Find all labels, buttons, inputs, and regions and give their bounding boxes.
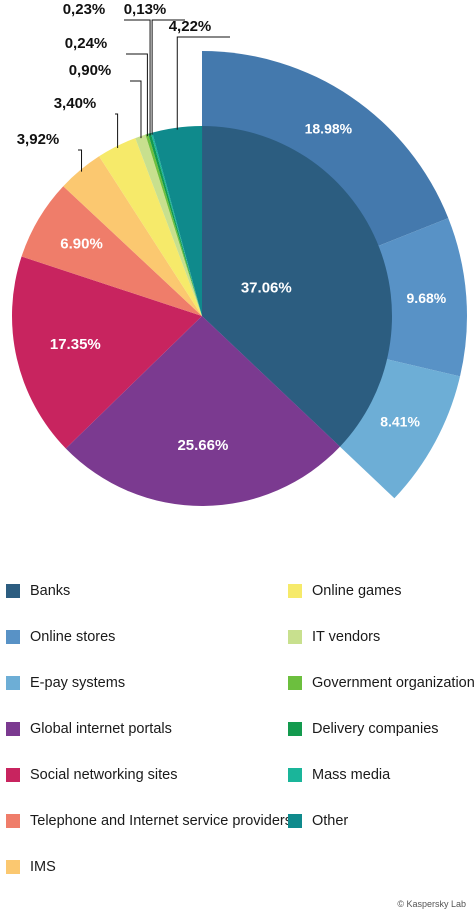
callout-label-government-organizations: 0,24% xyxy=(65,35,108,52)
legend-swatch xyxy=(6,814,20,828)
slice-government-organizations xyxy=(145,133,202,316)
legend-swatch xyxy=(6,722,20,736)
callout-label-online-games: 3,40% xyxy=(54,95,97,112)
slice-social-networking-sites xyxy=(12,256,203,449)
leader-line-other xyxy=(176,36,230,130)
legend-swatch xyxy=(288,768,302,782)
slice-label-social-networking-sites: 17.35% xyxy=(50,336,101,353)
legend-swatch xyxy=(6,860,20,874)
slice-global-internet-portals xyxy=(65,316,341,507)
legend-label: E-pay systems xyxy=(30,675,126,691)
slice-label-global-internet-portals: 25.66% xyxy=(177,437,228,454)
legend-label: Government organizations xyxy=(312,675,474,691)
legend-swatch xyxy=(288,722,302,736)
legend-label: Social networking sites xyxy=(30,767,178,783)
legend-swatch xyxy=(6,768,20,782)
legend-swatch xyxy=(6,630,20,644)
outer-label-e-pay-systems: 8.41% xyxy=(380,413,420,429)
legend-item-ims: IMS xyxy=(6,856,56,878)
legend-item-banks: Banks xyxy=(6,580,70,602)
legend-item-online-games: Online games xyxy=(288,580,401,602)
slice-label-banks: 37.06% xyxy=(241,279,292,296)
slice-label-telephone-and-internet-service-providers: 6.90% xyxy=(60,236,103,253)
legend-swatch xyxy=(6,584,20,598)
callout-label-mass-media: 0,13% xyxy=(124,1,167,18)
legend-item-global-internet-portals: Global internet portals xyxy=(6,718,172,740)
callout-label-other: 4,22% xyxy=(169,18,212,35)
leader-line-online-games xyxy=(115,113,119,149)
legend-item-e-pay-systems: E-pay systems xyxy=(6,672,125,694)
legend-label: Mass media xyxy=(312,767,391,783)
legend-item-mass-media: Mass media xyxy=(288,764,390,786)
legend-item-social-networking-sites: Social networking sites xyxy=(6,764,178,786)
legend-label: Other xyxy=(312,813,349,829)
leader-line-government-organizations xyxy=(126,53,148,137)
legend-item-other: Other xyxy=(288,810,348,832)
slice-banks xyxy=(202,126,393,447)
slice-it-vendors xyxy=(135,134,202,316)
legend-swatch xyxy=(288,676,302,690)
legend-swatch xyxy=(6,676,20,690)
legend-label: IT vendors xyxy=(312,629,381,645)
legend-item-government-organizations: Government organizations xyxy=(288,672,474,694)
legend-item-it-vendors: IT vendors xyxy=(288,626,380,648)
leader-line-mass-media xyxy=(151,19,185,135)
slice-mass-media xyxy=(150,132,202,316)
leader-line-ims xyxy=(78,149,83,172)
legend-swatch xyxy=(288,584,302,598)
legend-item-online-stores: Online stores xyxy=(6,626,115,648)
outer-label-banks: 18.98% xyxy=(305,121,353,137)
legend: Banks Online stores E-pay systems Global in… xyxy=(0,580,474,900)
callout-label-ims: 3,92% xyxy=(17,131,60,148)
legend-label: Online games xyxy=(312,583,402,599)
callout-label-it-vendors: 0,90% xyxy=(69,62,112,79)
slice-other xyxy=(152,126,203,316)
credit-text: © Kaspersky Lab xyxy=(397,899,466,909)
outer-label-online-stores: 9.68% xyxy=(407,290,447,306)
legend-label: Telephone and Internet service providers xyxy=(30,813,292,829)
legend-label: Online stores xyxy=(30,629,116,645)
legend-label: Global internet portals xyxy=(30,721,172,737)
legend-label: Banks xyxy=(30,583,71,599)
callout-label-delivery-companies: 0,23% xyxy=(63,1,106,18)
slice-online-games xyxy=(99,138,202,316)
slice-delivery-companies xyxy=(148,133,202,316)
slice-telephone-and-internet-service-providers xyxy=(21,186,203,316)
leader-line-delivery-companies xyxy=(124,19,151,136)
slice-ims xyxy=(63,156,203,316)
legend-label: Delivery companies xyxy=(312,721,439,737)
pie-chart: 18.98% 9.68% 8.41% 37.06% 25.66% 17.35% 6.90% 3… xyxy=(12,1,468,507)
leader-line-it-vendors xyxy=(130,80,142,139)
legend-item-delivery-companies: Delivery companies xyxy=(288,718,439,740)
legend-swatch xyxy=(288,630,302,644)
legend-swatch xyxy=(288,814,302,828)
legend-item-telephone-and-internet-service-providers: Telephone and Internet service providers xyxy=(6,810,292,832)
legend-label: IMS xyxy=(30,859,56,875)
